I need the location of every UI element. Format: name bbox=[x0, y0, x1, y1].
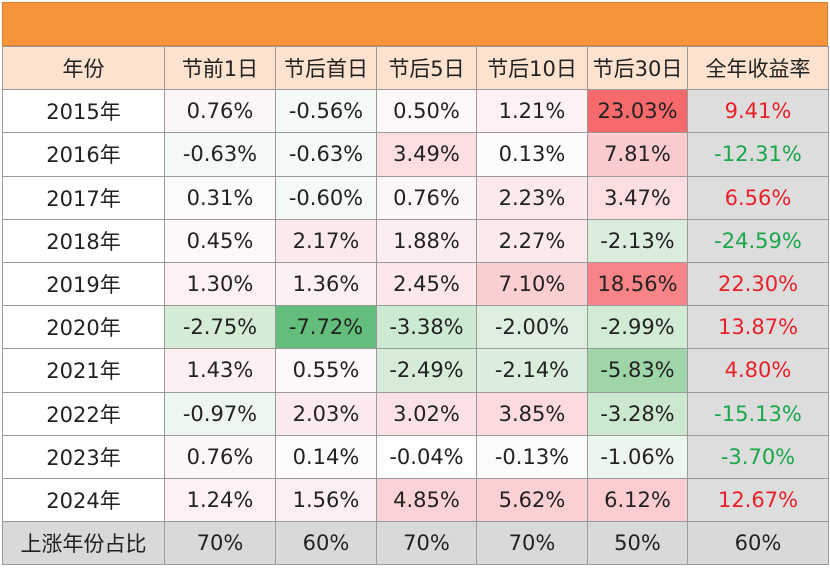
table-row: 2022年 -0.97% 2.03% 3.02% 3.85% -3.28% -15.13% bbox=[2, 391, 829, 436]
return-cell: 3.49% bbox=[376, 132, 477, 177]
header-cell: 节前1日 bbox=[164, 45, 276, 91]
table-row: 2023年 0.76% 0.14% -0.04% -0.13% -1.06% -3.70% bbox=[2, 434, 829, 479]
return-cell: 0.45% bbox=[164, 218, 276, 263]
return-cell: -2.00% bbox=[476, 305, 588, 350]
annual-return-cell: 9.41% bbox=[687, 89, 829, 134]
annual-return-cell: 4.80% bbox=[687, 348, 829, 393]
return-cell: -0.56% bbox=[275, 89, 377, 134]
header-cell: 节后5日 bbox=[376, 45, 477, 91]
return-cell: 0.76% bbox=[376, 175, 477, 220]
return-cell: -3.38% bbox=[376, 305, 477, 350]
year-cell: 2015年 bbox=[2, 89, 165, 134]
return-cell: -0.63% bbox=[275, 132, 377, 177]
return-cell: 0.76% bbox=[164, 434, 276, 479]
header-cell: 节后30日 bbox=[587, 45, 688, 91]
return-cell: 3.02% bbox=[376, 391, 477, 436]
annual-return-cell: 6.56% bbox=[687, 175, 829, 220]
return-cell: 1.24% bbox=[164, 477, 276, 523]
annual-return-cell: 13.87% bbox=[687, 305, 829, 350]
return-cell: 23.03% bbox=[587, 89, 688, 134]
return-cell: 18.56% bbox=[587, 261, 688, 307]
annual-return-cell: -3.70% bbox=[687, 434, 829, 479]
year-cell: 2021年 bbox=[2, 348, 165, 393]
return-cell: 3.47% bbox=[587, 175, 688, 220]
table-row: 2018年 0.45% 2.17% 1.88% 2.27% -2.13% -24.59% bbox=[2, 218, 829, 263]
return-cell: -0.60% bbox=[275, 175, 377, 220]
year-cell: 2023年 bbox=[2, 434, 165, 479]
return-cell: 2.45% bbox=[376, 261, 477, 307]
return-cell: -2.49% bbox=[376, 348, 477, 393]
table-row: 2017年 0.31% -0.60% 0.76% 2.23% 3.47% 6.56% bbox=[2, 175, 829, 220]
table-row: 2021年 1.43% 0.55% -2.49% -2.14% -5.83% 4.80% bbox=[2, 348, 829, 393]
annual-return-cell: -12.31% bbox=[687, 132, 829, 177]
return-cell: 2.17% bbox=[275, 218, 377, 263]
return-cell: -5.83% bbox=[587, 348, 688, 393]
header-cell: 节后首日 bbox=[275, 45, 377, 91]
table-row: 2024年 1.24% 1.56% 4.85% 5.62% 6.12% 12.67% bbox=[2, 477, 829, 523]
year-cell: 2020年 bbox=[2, 305, 165, 350]
table-row: 2015年 0.76% -0.56% 0.50% 1.21% 23.03% 9.41% bbox=[2, 89, 829, 134]
year-cell: 2024年 bbox=[2, 477, 165, 523]
return-cell: 2.03% bbox=[275, 391, 377, 436]
return-cell: 3.85% bbox=[476, 391, 588, 436]
annual-return-cell: 22.30% bbox=[687, 261, 829, 307]
table-row: 2016年 -0.63% -0.63% 3.49% 0.13% 7.81% -12.31% bbox=[2, 132, 829, 177]
return-cell: -0.63% bbox=[164, 132, 276, 177]
footer-value: 50% bbox=[587, 521, 688, 566]
return-cell: 7.81% bbox=[587, 132, 688, 177]
return-cell: -0.04% bbox=[376, 434, 477, 479]
table-row: 2020年 -2.75% -7.72% -3.38% -2.00% -2.99% 13.87… bbox=[2, 305, 829, 350]
footer-value: 70% bbox=[476, 521, 588, 566]
return-cell: 0.50% bbox=[376, 89, 477, 134]
footer-value: 60% bbox=[275, 521, 377, 566]
footer-row: 上涨年份占比 70% 60% 70% 70% 50% 60% bbox=[2, 521, 829, 566]
header-cell: 全年收益率 bbox=[687, 45, 829, 91]
return-cell: 2.27% bbox=[476, 218, 588, 263]
year-cell: 2016年 bbox=[2, 132, 165, 177]
return-cell: -0.97% bbox=[164, 391, 276, 436]
year-cell: 2022年 bbox=[2, 391, 165, 436]
return-cell: -2.99% bbox=[587, 305, 688, 350]
footer-value: 70% bbox=[164, 521, 276, 566]
return-cell: 1.88% bbox=[376, 218, 477, 263]
year-cell: 2019年 bbox=[2, 261, 165, 307]
annual-return-cell: 12.67% bbox=[687, 477, 829, 523]
holiday-returns-table: 年份 节前1日 节后首日 节后5日 节后10日 节后30日 全年收益率 2015… bbox=[2, 45, 829, 566]
return-cell: 0.55% bbox=[275, 348, 377, 393]
return-cell: 1.56% bbox=[275, 477, 377, 523]
annual-return-cell: -24.59% bbox=[687, 218, 829, 263]
return-cell: 1.43% bbox=[164, 348, 276, 393]
header-cell: 年份 bbox=[2, 45, 165, 91]
return-cell: 6.12% bbox=[587, 477, 688, 523]
return-cell: 0.13% bbox=[476, 132, 588, 177]
return-cell: 2.23% bbox=[476, 175, 588, 220]
footer-value: 70% bbox=[376, 521, 477, 566]
return-cell: 0.14% bbox=[275, 434, 377, 479]
title-banner bbox=[2, 2, 828, 46]
return-cell: -1.06% bbox=[587, 434, 688, 479]
return-cell: 7.10% bbox=[476, 261, 588, 307]
return-cell: 0.76% bbox=[164, 89, 276, 134]
return-cell: 0.31% bbox=[164, 175, 276, 220]
header-row: 年份 节前1日 节后首日 节后5日 节后10日 节后30日 全年收益率 bbox=[2, 45, 829, 91]
table-row: 2019年 1.30% 1.36% 2.45% 7.10% 18.56% 22.30% bbox=[2, 261, 829, 307]
year-cell: 2017年 bbox=[2, 175, 165, 220]
year-cell: 2018年 bbox=[2, 218, 165, 263]
return-cell: -2.14% bbox=[476, 348, 588, 393]
return-cell: -3.28% bbox=[587, 391, 688, 436]
return-cell: 1.30% bbox=[164, 261, 276, 307]
header-cell: 节后10日 bbox=[476, 45, 588, 91]
return-cell: -2.13% bbox=[587, 218, 688, 263]
annual-return-cell: -15.13% bbox=[687, 391, 829, 436]
return-cell: 1.21% bbox=[476, 89, 588, 134]
return-cell: -0.13% bbox=[476, 434, 588, 479]
return-cell: 1.36% bbox=[275, 261, 377, 307]
footer-label: 上涨年份占比 bbox=[2, 521, 165, 566]
return-cell: 4.85% bbox=[376, 477, 477, 523]
return-cell: -2.75% bbox=[164, 305, 276, 350]
footer-value: 60% bbox=[687, 521, 829, 566]
return-cell: -7.72% bbox=[275, 305, 377, 350]
return-cell: 5.62% bbox=[476, 477, 588, 523]
